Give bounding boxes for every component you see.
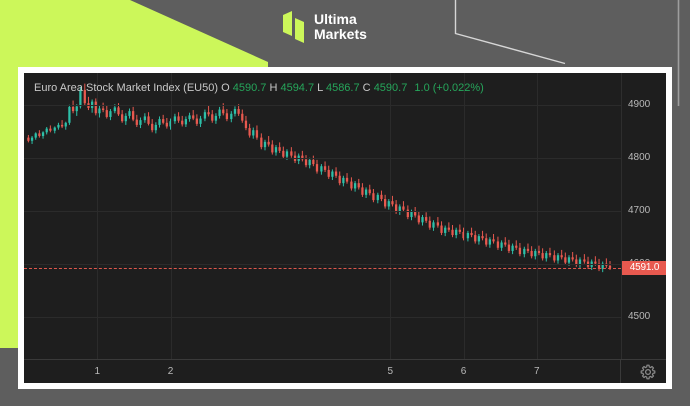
- ohlc-high-label: H: [269, 82, 278, 94]
- x-axis-separator: [620, 360, 621, 383]
- x-axis-tick-label: 5: [387, 366, 394, 377]
- grid-line-horizontal: [24, 157, 621, 159]
- brand-name-line1: Ultima: [314, 11, 357, 27]
- ohlc-close-value: 4590.7: [373, 82, 408, 94]
- grid-line-vertical: [463, 73, 465, 359]
- y-axis-tick-label: 4700: [628, 204, 651, 216]
- y-axis[interactable]: 490048004700460045004591.0: [621, 73, 666, 359]
- ohlc-close-label: C: [362, 82, 371, 94]
- ohlc-low-value: 4586.7: [325, 82, 360, 94]
- price-change-value: 1.0 (+0.022%): [414, 82, 484, 94]
- y-axis-tick-label: 4900: [628, 98, 651, 110]
- ohlc-open-label: O: [221, 82, 230, 94]
- x-axis-tick-label: 7: [533, 366, 540, 377]
- x-axis-tick-label: 2: [167, 366, 174, 377]
- brand-name-line2: Markets: [314, 26, 367, 42]
- grid-line-horizontal: [24, 263, 621, 265]
- chart-plot-area[interactable]: [24, 73, 621, 359]
- x-axis[interactable]: 1 2 5 6 7: [24, 359, 666, 383]
- grid-line-vertical: [97, 73, 99, 359]
- grid-line-horizontal: [24, 104, 621, 106]
- x-axis-tick-label: 6: [460, 366, 467, 377]
- ohlc-high-value: 4594.7: [280, 82, 315, 94]
- current-price-line: [24, 268, 621, 270]
- ultima-logo-icon: [283, 11, 304, 43]
- grid-line-vertical: [390, 73, 392, 359]
- ohlc-low-label: L: [317, 82, 323, 94]
- current-price-tag: 4591.0: [622, 261, 666, 276]
- brand-logo: Ultima Markets: [282, 8, 367, 46]
- y-axis-tick-label: 4500: [628, 310, 651, 322]
- chart-panel[interactable]: Euro Area Stock Market Index (EU50) O 45…: [24, 73, 666, 383]
- grid-line-horizontal: [24, 316, 621, 318]
- chart-header-legend: Euro Area Stock Market Index (EU50) O 45…: [34, 82, 484, 95]
- x-axis-tick-label: 1: [94, 366, 101, 377]
- grid-line-vertical: [170, 73, 172, 359]
- grid-line-vertical: [536, 73, 538, 359]
- candlestick-series: [27, 83, 612, 273]
- grid-line-horizontal: [24, 210, 621, 212]
- y-axis-tick-label: 4800: [628, 151, 651, 163]
- chart-symbol-label: Euro Area Stock Market Index (EU50): [34, 82, 219, 94]
- gear-icon[interactable]: [640, 364, 656, 380]
- ohlc-open-value: 4590.7: [232, 82, 267, 94]
